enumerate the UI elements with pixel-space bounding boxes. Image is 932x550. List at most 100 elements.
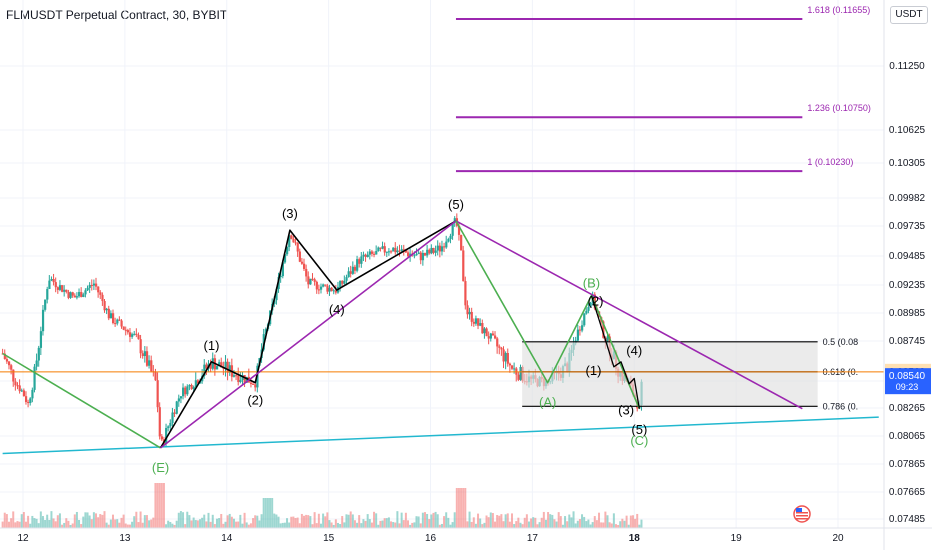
candle-37[interactable] — [80, 292, 83, 297]
candle-88[interactable] — [188, 384, 191, 387]
candle-141[interactable] — [300, 261, 304, 264]
candle-197[interactable] — [419, 252, 422, 261]
candle-83[interactable] — [177, 398, 180, 402]
candle-110[interactable] — [235, 375, 238, 377]
candle-106[interactable] — [226, 361, 229, 373]
candle-20[interactable] — [44, 299, 47, 310]
candle-222[interactable] — [472, 321, 475, 324]
candle-142[interactable] — [303, 263, 306, 269]
candle-82[interactable] — [175, 401, 178, 414]
candle-239[interactable] — [508, 363, 512, 366]
candle-98[interactable] — [209, 363, 212, 369]
candle-9[interactable] — [20, 390, 23, 392]
candle-209[interactable] — [445, 241, 448, 248]
candle-124[interactable] — [264, 329, 268, 335]
candle-205[interactable] — [436, 245, 439, 251]
candle-38[interactable] — [82, 294, 85, 297]
candle-238[interactable] — [506, 353, 509, 364]
candle-35[interactable] — [75, 296, 79, 298]
currency-badge[interactable]: USDT — [890, 6, 928, 24]
candle-190[interactable] — [404, 250, 408, 253]
candle-168[interactable] — [358, 259, 361, 264]
abc-correction-line[interactable] — [455, 220, 641, 410]
candle-165[interactable] — [351, 266, 355, 274]
candle-138[interactable] — [294, 242, 297, 244]
candle-212[interactable] — [451, 222, 454, 236]
candle-101[interactable] — [215, 366, 219, 370]
candle-207[interactable] — [440, 246, 444, 252]
candle-170[interactable] — [362, 254, 365, 257]
candle-47[interactable] — [101, 294, 104, 302]
candle-230[interactable] — [489, 333, 492, 339]
candle-30[interactable] — [65, 289, 68, 292]
candle-274[interactable] — [583, 313, 586, 326]
candle-236[interactable] — [502, 349, 505, 362]
candle-237[interactable] — [504, 353, 507, 362]
candle-162[interactable] — [345, 277, 348, 281]
candle-201[interactable] — [428, 249, 431, 254]
candle-172[interactable] — [366, 254, 369, 257]
candle-188[interactable] — [400, 249, 403, 252]
candle-272[interactable] — [578, 329, 582, 331]
candle-240[interactable] — [511, 365, 514, 369]
sub-wave-line[interactable] — [590, 295, 640, 409]
candle-85[interactable] — [182, 387, 185, 397]
current-price-badge[interactable] — [885, 368, 931, 395]
channel-line-lower[interactable] — [160, 220, 457, 449]
candle-49[interactable] — [105, 308, 108, 311]
candle-219[interactable] — [466, 305, 469, 315]
candle-277[interactable] — [589, 303, 592, 308]
candle-36[interactable] — [78, 292, 81, 297]
candle-87[interactable] — [186, 386, 189, 395]
candle-3[interactable] — [7, 361, 11, 366]
candle-15[interactable] — [33, 366, 36, 390]
candle-192[interactable] — [409, 253, 412, 257]
candle-176[interactable] — [375, 251, 378, 255]
candle-41[interactable] — [88, 285, 91, 288]
candle-285[interactable] — [606, 336, 609, 341]
candle-275[interactable] — [585, 310, 588, 314]
candle-61[interactable] — [131, 334, 134, 337]
candle-132[interactable] — [281, 262, 284, 277]
candle-134[interactable] — [286, 246, 289, 255]
candle-157[interactable] — [334, 290, 338, 293]
candle-243[interactable] — [517, 374, 520, 380]
candle-66[interactable] — [141, 353, 144, 357]
candle-53[interactable] — [114, 323, 117, 325]
candle-51[interactable] — [109, 313, 113, 319]
candle-72[interactable] — [154, 372, 157, 381]
candle-182[interactable] — [387, 251, 391, 253]
candle-42[interactable] — [90, 285, 93, 287]
candle-10[interactable] — [22, 390, 26, 397]
candle-174[interactable] — [370, 251, 374, 254]
candle-19[interactable] — [41, 309, 45, 332]
candle-279[interactable] — [593, 294, 596, 309]
candle-217[interactable] — [462, 250, 465, 282]
candle-224[interactable] — [477, 318, 480, 326]
candle-48[interactable] — [103, 301, 106, 311]
candle-171[interactable] — [364, 254, 367, 257]
candle-184[interactable] — [392, 247, 395, 252]
candle-146[interactable] — [311, 278, 314, 280]
candle-231[interactable] — [491, 333, 495, 336]
candle-152[interactable] — [324, 284, 327, 286]
candle-233[interactable] — [496, 338, 499, 347]
candle-218[interactable] — [464, 281, 467, 306]
candle-18[interactable] — [39, 331, 43, 348]
candle-276[interactable] — [587, 307, 590, 311]
candle-133[interactable] — [283, 254, 287, 263]
candle-216[interactable] — [460, 234, 463, 251]
candle-25[interactable] — [54, 282, 57, 288]
candle-99[interactable] — [211, 358, 214, 369]
candle-79[interactable] — [169, 422, 172, 427]
candle-8[interactable] — [18, 385, 21, 392]
candle-40[interactable] — [86, 287, 89, 291]
candle-78[interactable] — [167, 426, 170, 429]
candle-136[interactable] — [290, 235, 293, 239]
candle-194[interactable] — [413, 255, 416, 257]
candle-117[interactable] — [249, 382, 253, 384]
candle-95[interactable] — [203, 364, 206, 376]
candle-131[interactable] — [279, 276, 282, 278]
candle-112[interactable] — [239, 379, 242, 382]
